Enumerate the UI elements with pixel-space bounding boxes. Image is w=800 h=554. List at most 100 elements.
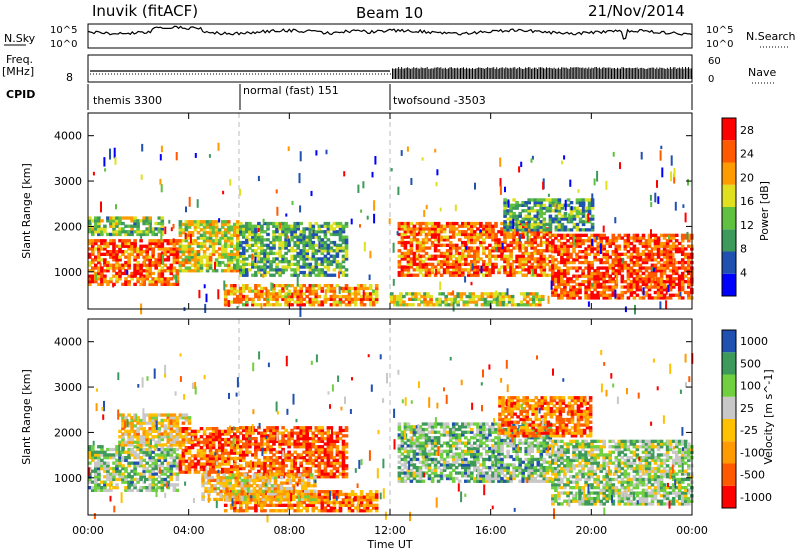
heatmap-cell — [644, 241, 649, 246]
heatmap-cell — [106, 280, 110, 284]
heatmap-cell — [166, 239, 171, 243]
heatmap-cell — [281, 257, 285, 261]
scatter-return — [333, 241, 336, 247]
heatmap-cell — [133, 432, 137, 436]
heatmap-cell — [208, 244, 213, 248]
heatmap-cell — [476, 260, 480, 264]
scatter-return — [327, 285, 330, 289]
heatmap-cell — [341, 500, 346, 505]
scatter-return — [570, 206, 573, 211]
heatmap-cell — [145, 219, 149, 223]
heatmap-cell — [488, 254, 492, 258]
heatmap-cell — [479, 235, 483, 239]
heatmap-cell — [536, 232, 541, 237]
heatmap-cell — [214, 435, 219, 439]
heatmap-cell — [199, 467, 204, 472]
heatmap-cell — [436, 260, 441, 264]
heatmap-cell — [130, 421, 134, 425]
heatmap-cell — [223, 220, 228, 224]
heatmap-cell — [473, 246, 477, 250]
heatmap-cell — [421, 268, 426, 272]
heatmap-cell — [242, 265, 246, 269]
heatmap-cell — [332, 230, 337, 234]
heatmap-cell — [163, 418, 168, 423]
heatmap-cell — [154, 232, 158, 237]
heatmap-cell — [572, 214, 577, 218]
heatmap-cell — [211, 233, 216, 237]
heatmap-cell — [491, 238, 495, 242]
scatter-return — [168, 219, 171, 224]
scatter-return — [217, 289, 220, 300]
heatmap-cell — [196, 429, 201, 433]
heatmap-cell — [172, 472, 177, 476]
heatmap-cell — [166, 255, 171, 259]
heatmap-cell — [611, 241, 616, 246]
heatmap-cell — [399, 292, 403, 296]
heatmap-cell — [563, 274, 567, 278]
heatmap-cell — [245, 257, 249, 261]
heatmap-cell — [196, 437, 201, 442]
heatmap-cell — [178, 432, 183, 436]
heatmap-cell — [193, 260, 198, 265]
heatmap-cell — [166, 266, 171, 270]
heatmap-cell — [208, 440, 213, 444]
heatmap-cell — [94, 475, 98, 479]
heatmap-cell — [223, 509, 228, 513]
heatmap-cell — [136, 437, 140, 442]
heatmap-cell — [169, 450, 174, 454]
heatmap-cell — [226, 437, 231, 442]
heatmap-cell — [118, 458, 122, 462]
heatmap-cell — [242, 297, 246, 301]
heatmap-cell — [208, 454, 213, 458]
heatmap-cell — [148, 469, 152, 473]
heatmap-cell — [527, 243, 531, 247]
heatmap-cell — [548, 220, 553, 224]
scatter-return — [666, 248, 669, 257]
heatmap-cell — [175, 456, 180, 460]
heatmap-cell — [536, 243, 541, 247]
heatmap-cell — [531, 297, 536, 301]
scatter-return — [504, 186, 506, 193]
heatmap-cell — [136, 453, 140, 457]
heatmap-cell — [476, 246, 480, 250]
heatmap-cell — [163, 252, 168, 256]
heatmap-cell — [659, 282, 664, 286]
heatmap-cell — [578, 296, 582, 300]
heatmap-cell — [344, 286, 349, 291]
colorbar-frame — [721, 117, 737, 297]
heatmap-cell — [665, 280, 670, 284]
heatmap-cell — [536, 251, 541, 256]
scatter-return — [262, 218, 265, 224]
heatmap-cell — [362, 286, 367, 291]
heatmap-cell — [527, 238, 531, 242]
heatmap-cell — [448, 257, 453, 261]
scatter-return — [275, 189, 278, 194]
heatmap-cell — [524, 214, 528, 218]
heatmap-cell — [296, 265, 300, 269]
heatmap-cell — [533, 232, 537, 237]
heatmap-cell — [341, 270, 346, 275]
heatmap-cell — [226, 462, 231, 466]
heatmap-cell — [97, 252, 101, 256]
heatmap-cell — [229, 236, 234, 240]
heatmap-cell — [542, 273, 547, 277]
heatmap-cell — [572, 247, 576, 251]
heatmap-cell — [229, 286, 234, 291]
heatmap-cell — [112, 221, 116, 226]
heatmap-cell — [181, 244, 186, 248]
heatmap-cell — [494, 221, 498, 226]
heatmap-cell — [344, 251, 349, 256]
heatmap-cell — [671, 280, 676, 284]
heatmap-cell — [617, 233, 622, 237]
heatmap-cell — [163, 480, 168, 484]
heatmap-cell — [130, 271, 134, 276]
heatmap-cell — [572, 250, 576, 254]
heatmap-cell — [320, 270, 325, 275]
heatmap-cell — [566, 290, 570, 295]
heatmap-cell — [115, 221, 119, 226]
heatmap-cell — [629, 258, 634, 262]
heatmap-cell — [365, 286, 370, 291]
heatmap-cell — [175, 477, 180, 482]
heatmap-cell — [233, 440, 237, 444]
heatmap-cell — [100, 219, 104, 223]
